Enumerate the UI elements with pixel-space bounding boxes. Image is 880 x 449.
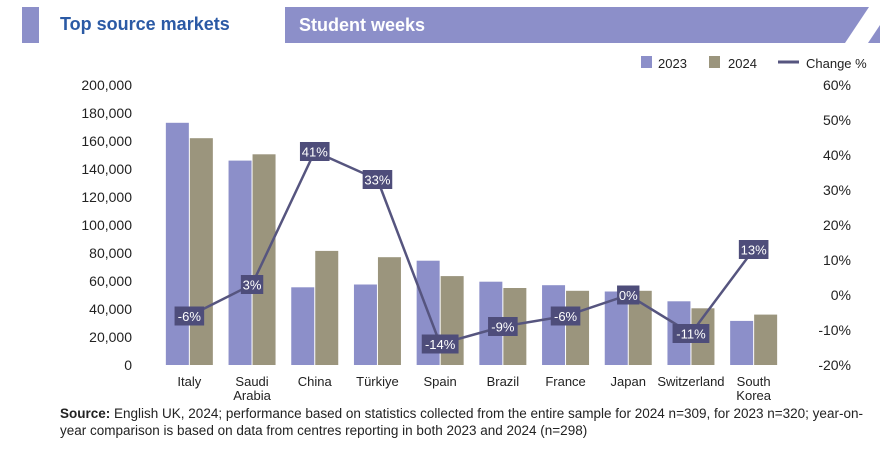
category-label: Japan: [611, 374, 646, 389]
category-label-line: Spain: [424, 374, 457, 389]
banner-shape: [285, 7, 869, 43]
change-label: 13%: [741, 243, 767, 258]
change-label: -11%: [676, 327, 706, 342]
category-label-line: France: [545, 374, 585, 389]
bar-2024: [377, 257, 401, 365]
bar-2024: [315, 250, 339, 365]
left-axis-tick: 0: [124, 357, 132, 373]
banner-corner: [868, 25, 880, 43]
right-axis-tick: 10%: [823, 252, 851, 268]
category-label: Saudi Arabia: [233, 374, 271, 401]
change-label: 3%: [243, 278, 262, 293]
bar-2023: [604, 291, 628, 365]
legend-label-2023: 2023: [658, 56, 687, 71]
right-axis: -20% -10% 0% 10% 20% 30% 40% 50% 60%: [818, 77, 851, 373]
right-axis-tick: 0%: [831, 287, 851, 303]
right-axis-tick: 30%: [823, 182, 851, 198]
right-axis-tick: 60%: [823, 77, 851, 93]
category-labels: Italy Saudi Arabia China Türkiye Spain Brazil F…: [177, 374, 771, 401]
chart-area: 0 20,000 40,000 60,000 80,000 100,000 120,000 1…: [81, 56, 867, 401]
change-label: 0%: [619, 288, 638, 303]
right-axis-tick: -20%: [818, 357, 851, 373]
left-axis-tick: 120,000: [81, 189, 132, 205]
category-label: Türkiye: [356, 374, 399, 389]
change-label: 41%: [302, 145, 328, 160]
bar-2024: [566, 290, 590, 365]
category-label: Switzerland: [657, 374, 724, 389]
left-axis-tick: 180,000: [81, 105, 132, 121]
category-label-line: Switzerland: [657, 374, 724, 389]
legend: 2023 2024 Change %: [641, 56, 867, 71]
change-label-box: [550, 306, 581, 326]
bar-2023: [165, 122, 189, 365]
category-label-line: Korea: [736, 388, 771, 401]
left-axis-tick: 100,000: [81, 217, 132, 233]
left-axis: 0 20,000 40,000 60,000 80,000 100,000 120,000 1…: [81, 77, 132, 373]
left-axis-tick: 20,000: [89, 329, 132, 345]
right-axis-tick: 50%: [823, 112, 851, 128]
right-axis-tick: 40%: [823, 147, 851, 163]
bar-2023: [353, 284, 377, 365]
change-label: -9%: [491, 320, 515, 335]
change-label-box: [738, 240, 769, 259]
change-label: -6%: [554, 309, 578, 324]
change-line: -6% 3% 41% 33% -14% -9% -6% 0% -11% 13%: [174, 142, 769, 354]
bar-2023: [730, 320, 754, 365]
legend-swatch-2023: [641, 56, 652, 68]
change-label-box: [174, 306, 205, 326]
category-label: Brazil: [487, 374, 520, 389]
category-label-line: Arabia: [233, 388, 271, 401]
category-label-line: South: [737, 374, 771, 389]
legend-swatch-2024: [709, 56, 720, 68]
change-label-box: [488, 317, 518, 336]
right-axis-tick: 20%: [823, 217, 851, 233]
category-label-line: China: [298, 374, 333, 389]
change-series-line: [188, 149, 755, 346]
source-note: Source: English UK, 2024; performance ba…: [60, 405, 875, 439]
bar-2024: [628, 290, 652, 365]
change-label-box: [240, 275, 264, 294]
left-axis-tick: 60,000: [89, 273, 132, 289]
change-label-box: [299, 142, 330, 161]
category-label: France: [545, 374, 585, 389]
bar-2023: [291, 287, 315, 365]
section-title: Top source markets: [60, 14, 230, 34]
category-label: South Korea: [736, 374, 771, 401]
legend-label-2024: 2024: [728, 56, 757, 71]
left-axis-tick: 160,000: [81, 133, 132, 149]
bar-2023: [228, 160, 252, 365]
right-axis-tick: -10%: [818, 322, 851, 338]
category-label: Spain: [424, 374, 457, 389]
source-label: Source:: [60, 406, 111, 421]
change-label: 33%: [364, 173, 390, 188]
category-label-line: Saudi: [235, 374, 268, 389]
change-label: -6%: [178, 309, 202, 324]
category-label-line: Brazil: [487, 374, 520, 389]
change-label: -14%: [425, 337, 456, 352]
chart-title-banner: [285, 7, 880, 43]
left-axis-tick: 80,000: [89, 245, 132, 261]
source-text: English UK, 2024; performance based on s…: [60, 406, 863, 438]
change-label-box: [362, 170, 393, 189]
category-label: Italy: [177, 374, 201, 389]
header-accent-block: [22, 7, 39, 43]
bar-2024: [754, 314, 778, 365]
change-label-box: [617, 285, 640, 305]
left-axis-tick: 40,000: [89, 301, 132, 317]
bar-2024: [189, 138, 213, 365]
category-label-line: Türkiye: [356, 374, 399, 389]
change-label-box: [672, 324, 710, 343]
category-label-line: Italy: [177, 374, 201, 389]
legend-label-change: Change %: [806, 56, 867, 71]
chart-title: Student weeks: [299, 15, 426, 35]
change-label-box: [421, 334, 459, 354]
header-bar: Top source markets Student weeks: [0, 0, 880, 46]
left-axis-tick: 200,000: [81, 77, 132, 93]
category-label-line: Japan: [611, 374, 646, 389]
category-label: China: [298, 374, 333, 389]
left-axis-tick: 140,000: [81, 161, 132, 177]
